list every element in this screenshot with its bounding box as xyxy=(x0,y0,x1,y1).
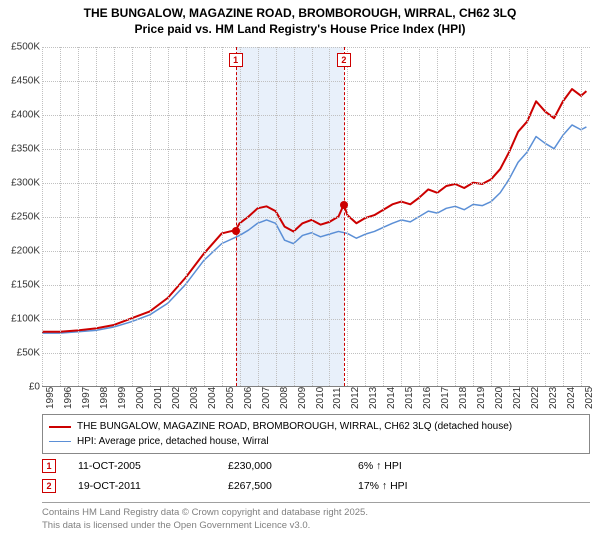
legend-swatch-price-paid xyxy=(49,426,71,428)
xtick-label: 2004 xyxy=(207,387,218,409)
xtick-label: 1999 xyxy=(117,387,128,409)
xtick-label: 2009 xyxy=(297,387,308,409)
legend-label-price-paid: THE BUNGALOW, MAGAZINE ROAD, BROMBOROUGH… xyxy=(77,419,512,434)
xtick-label: 1997 xyxy=(81,387,92,409)
series-line-price_paid xyxy=(42,89,586,332)
xtick-label: 2010 xyxy=(315,387,326,409)
sale-price-1: £230,000 xyxy=(228,460,358,472)
legend-swatch-hpi xyxy=(49,441,71,442)
sale-diff-1: 6% ↑ HPI xyxy=(358,460,590,472)
sale-marker-box-1: 1 xyxy=(229,53,243,67)
ytick-label: £350K xyxy=(2,144,40,155)
xtick-label: 2015 xyxy=(404,387,415,409)
ytick-label: £100K xyxy=(2,314,40,325)
xtick-label: 2003 xyxy=(189,387,200,409)
xtick-label: 2024 xyxy=(566,387,577,409)
chart-area: 12 £0£50K£100K£150K£200K£250K£300K£350K£… xyxy=(0,39,600,439)
xtick-label: 2025 xyxy=(584,387,595,409)
xtick-label: 2022 xyxy=(530,387,541,409)
xtick-label: 2008 xyxy=(279,387,290,409)
xtick-label: 2020 xyxy=(494,387,505,409)
xtick-label: 2019 xyxy=(476,387,487,409)
xtick-label: 2017 xyxy=(440,387,451,409)
xtick-label: 2014 xyxy=(386,387,397,409)
sale-marker-2: 2 xyxy=(42,479,56,493)
xtick-label: 2001 xyxy=(153,387,164,409)
sale-vline-1 xyxy=(236,47,237,386)
legend-label-hpi: HPI: Average price, detached house, Wirr… xyxy=(77,434,269,449)
xtick-label: 2000 xyxy=(135,387,146,409)
sale-date-1: 11-OCT-2005 xyxy=(78,460,228,472)
ytick-label: £50K xyxy=(2,348,40,359)
ytick-label: £0 xyxy=(2,382,40,393)
sale-dot-2 xyxy=(340,201,348,209)
title-line1: THE BUNGALOW, MAGAZINE ROAD, BROMBOROUGH… xyxy=(84,6,517,20)
plot-area: 12 xyxy=(42,47,590,387)
xtick-label: 2018 xyxy=(458,387,469,409)
sale-dot-1 xyxy=(232,227,240,235)
legend-row-price-paid: THE BUNGALOW, MAGAZINE ROAD, BROMBOROUGH… xyxy=(49,419,583,434)
series-line-hpi xyxy=(42,125,586,333)
footer-line2: This data is licensed under the Open Gov… xyxy=(42,520,310,531)
xtick-label: 2006 xyxy=(243,387,254,409)
footer: Contains HM Land Registry data © Crown c… xyxy=(42,502,590,533)
ytick-label: £450K xyxy=(2,76,40,87)
sale-diff-2: 17% ↑ HPI xyxy=(358,480,590,492)
xtick-label: 2011 xyxy=(332,388,343,410)
sales-row-2: 2 19-OCT-2011 £267,500 17% ↑ HPI xyxy=(42,476,590,496)
ytick-label: £500K xyxy=(2,42,40,53)
sale-price-2: £267,500 xyxy=(228,480,358,492)
ytick-label: £200K xyxy=(2,246,40,257)
xtick-label: 2013 xyxy=(368,387,379,409)
chart-container: THE BUNGALOW, MAGAZINE ROAD, BROMBOROUGH… xyxy=(0,0,600,560)
sale-marker-1: 1 xyxy=(42,459,56,473)
ytick-label: £250K xyxy=(2,212,40,223)
xtick-label: 2005 xyxy=(225,387,236,409)
sale-date-2: 19-OCT-2011 xyxy=(78,480,228,492)
legend: THE BUNGALOW, MAGAZINE ROAD, BROMBOROUGH… xyxy=(42,414,590,454)
title-line2: Price paid vs. HM Land Registry's House … xyxy=(135,22,466,36)
xtick-label: 1996 xyxy=(63,387,74,409)
xtick-label: 1995 xyxy=(45,387,56,409)
ytick-label: £300K xyxy=(2,178,40,189)
xtick-label: 2021 xyxy=(512,387,523,409)
xtick-label: 2007 xyxy=(261,387,272,409)
footer-line1: Contains HM Land Registry data © Crown c… xyxy=(42,507,368,518)
sales-table: 1 11-OCT-2005 £230,000 6% ↑ HPI 2 19-OCT… xyxy=(42,456,590,496)
xtick-label: 1998 xyxy=(99,387,110,409)
xtick-label: 2023 xyxy=(548,387,559,409)
legend-row-hpi: HPI: Average price, detached house, Wirr… xyxy=(49,434,583,449)
sale-marker-box-2: 2 xyxy=(337,53,351,67)
xtick-label: 2016 xyxy=(422,387,433,409)
xtick-label: 2002 xyxy=(171,387,182,409)
sales-row-1: 1 11-OCT-2005 £230,000 6% ↑ HPI xyxy=(42,456,590,476)
sale-vline-2 xyxy=(344,47,345,386)
ytick-label: £400K xyxy=(2,110,40,121)
ytick-label: £150K xyxy=(2,280,40,291)
chart-title: THE BUNGALOW, MAGAZINE ROAD, BROMBOROUGH… xyxy=(0,0,600,39)
xtick-label: 2012 xyxy=(350,387,361,409)
